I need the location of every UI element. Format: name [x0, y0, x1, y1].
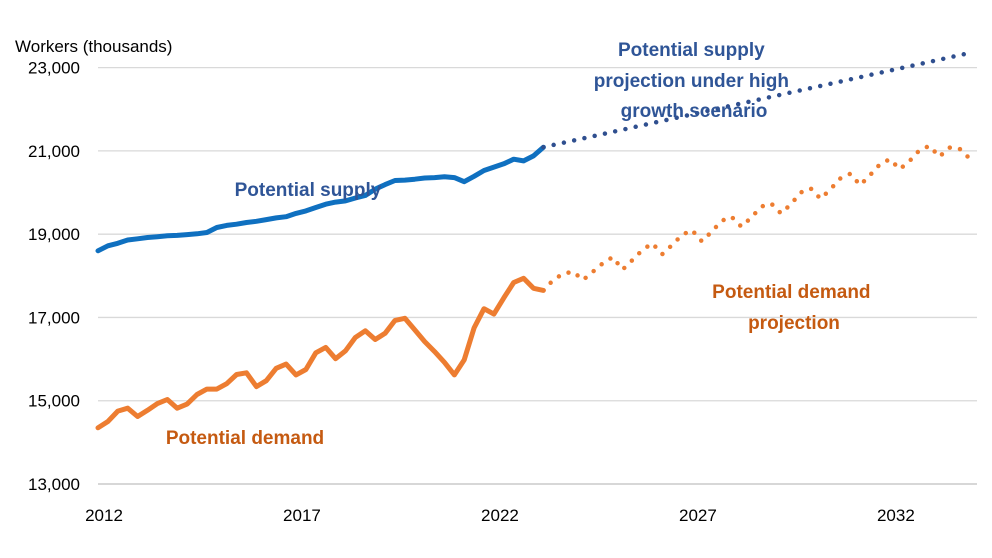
y-tick-label: 19,000	[28, 225, 80, 244]
annotation-demand-projection-line-2: projection	[748, 313, 840, 334]
x-tick-label: 2027	[679, 506, 717, 525]
annotation-demand-projection-line-1: Potential demand	[712, 282, 870, 303]
annotation-supply-projection-line-3: growth scenario	[621, 101, 768, 122]
annotation-supply-projection-line-1: Potential supply	[618, 40, 765, 61]
annotation-supply-projection: Potential supply projection under high g…	[594, 40, 795, 122]
series-line-supply	[95, 144, 546, 254]
y-tick-label: 15,000	[28, 392, 80, 411]
y-tick-label: 17,000	[28, 308, 80, 327]
x-tick-label: 2022	[481, 506, 519, 525]
annotation-potential-supply: Potential supply	[235, 180, 382, 201]
series-line-demand	[95, 275, 546, 431]
y-tick-label: 21,000	[28, 142, 80, 161]
series-line-demand-projection	[541, 143, 972, 293]
annotation-supply-projection-line-2: projection under high	[594, 71, 789, 92]
x-tick-label: 2017	[283, 506, 321, 525]
annotation-demand-projection: Potential demand projection	[712, 282, 876, 334]
y-tick-labels: 13,000 15,000 17,000 19,000 21,000 23,000	[28, 59, 80, 494]
x-tick-label: 2032	[877, 506, 915, 525]
grid-layer	[98, 66, 977, 402]
y-axis-title: Workers (thousands)	[15, 37, 172, 56]
y-tick-label: 13,000	[28, 475, 80, 494]
x-tick-label: 2012	[85, 506, 123, 525]
annotation-potential-demand: Potential demand	[166, 428, 324, 449]
series-line-supply-projection	[541, 50, 972, 150]
series-layer	[95, 50, 972, 431]
x-tick-labels: 2012 2017 2022 2027 2032	[85, 506, 915, 525]
y-tick-label: 23,000	[28, 59, 80, 78]
